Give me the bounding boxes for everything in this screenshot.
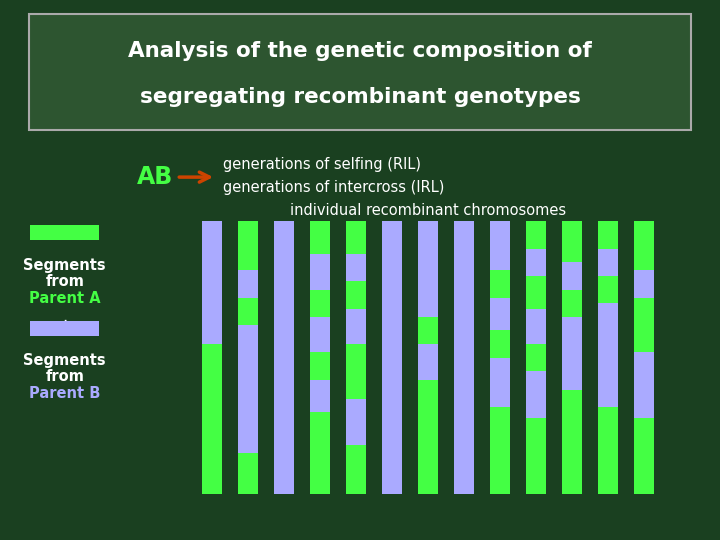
- Bar: [562, 390, 582, 494]
- Bar: [238, 221, 258, 271]
- Bar: [490, 358, 510, 407]
- Text: Analysis of the genetic composition of: Analysis of the genetic composition of: [128, 41, 592, 62]
- Bar: [346, 399, 366, 445]
- Text: generations of selfing (RIL): generations of selfing (RIL): [223, 157, 421, 172]
- Text: Segments: Segments: [24, 258, 106, 273]
- Bar: [346, 221, 366, 254]
- Bar: [526, 372, 546, 418]
- Text: from: from: [45, 369, 84, 384]
- Bar: [454, 221, 474, 494]
- Bar: [310, 317, 330, 352]
- Bar: [418, 221, 438, 317]
- Bar: [562, 262, 582, 289]
- Bar: [634, 352, 654, 418]
- Bar: [490, 330, 510, 357]
- Bar: [310, 413, 330, 494]
- Bar: [562, 317, 582, 390]
- Bar: [526, 221, 546, 248]
- Bar: [490, 271, 510, 298]
- Bar: [346, 281, 366, 309]
- Bar: [346, 309, 366, 344]
- Bar: [526, 344, 546, 372]
- Bar: [634, 418, 654, 494]
- Text: individual recombinant chromosomes: individual recombinant chromosomes: [290, 203, 567, 218]
- Bar: [490, 298, 510, 330]
- Bar: [382, 221, 402, 494]
- Text: Parent A: Parent A: [29, 291, 101, 306]
- Bar: [418, 380, 438, 494]
- Text: Segments: Segments: [24, 353, 106, 368]
- Bar: [418, 344, 438, 380]
- Bar: [418, 317, 438, 344]
- FancyBboxPatch shape: [29, 14, 691, 130]
- Text: segregating recombinant genotypes: segregating recombinant genotypes: [140, 87, 580, 107]
- Bar: [526, 276, 546, 309]
- Text: from: from: [45, 274, 84, 289]
- Text: .: .: [62, 308, 68, 326]
- Bar: [598, 221, 618, 248]
- Bar: [634, 298, 654, 352]
- Bar: [310, 380, 330, 413]
- Bar: [238, 453, 258, 494]
- Bar: [30, 225, 99, 240]
- Bar: [526, 248, 546, 276]
- Bar: [310, 352, 330, 380]
- Bar: [634, 271, 654, 298]
- Bar: [490, 221, 510, 271]
- Bar: [310, 254, 330, 289]
- Bar: [526, 309, 546, 344]
- Bar: [598, 407, 618, 494]
- Bar: [202, 221, 222, 344]
- Bar: [598, 276, 618, 303]
- Bar: [598, 248, 618, 276]
- Bar: [238, 298, 258, 325]
- Bar: [562, 289, 582, 317]
- Bar: [310, 289, 330, 317]
- Bar: [598, 303, 618, 407]
- Bar: [274, 221, 294, 494]
- Text: AB: AB: [137, 165, 173, 189]
- Bar: [238, 325, 258, 453]
- Bar: [526, 418, 546, 494]
- Bar: [238, 271, 258, 298]
- Bar: [346, 254, 366, 281]
- Bar: [30, 321, 99, 336]
- Bar: [634, 221, 654, 271]
- Bar: [202, 344, 222, 494]
- Text: generations of intercross (IRL): generations of intercross (IRL): [223, 180, 444, 195]
- Bar: [562, 221, 582, 262]
- Bar: [346, 344, 366, 399]
- Bar: [490, 407, 510, 494]
- Bar: [310, 221, 330, 254]
- Bar: [346, 445, 366, 494]
- Text: Parent B: Parent B: [29, 386, 101, 401]
